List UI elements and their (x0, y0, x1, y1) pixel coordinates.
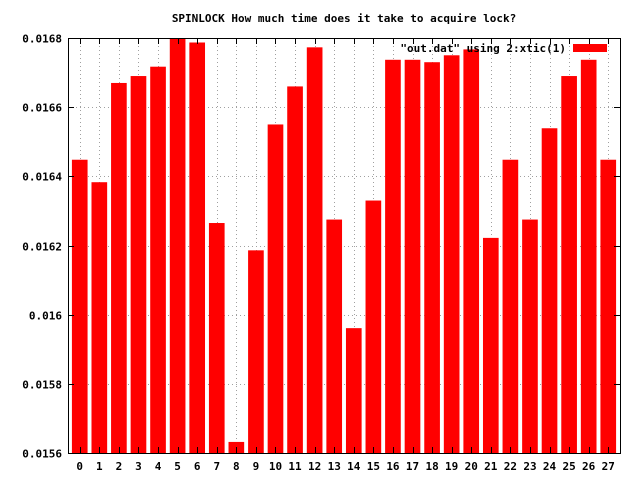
x-tick-label: 7 (213, 460, 220, 473)
x-tick-label: 3 (135, 460, 142, 473)
x-tick-label: 8 (233, 460, 240, 473)
x-tick-label: 4 (155, 460, 162, 473)
x-tick-label: 17 (406, 460, 419, 473)
y-tick-label: 0.0158 (22, 379, 62, 392)
legend-swatch (573, 44, 607, 52)
bar (522, 219, 538, 453)
x-tick-label: 19 (445, 460, 458, 473)
y-tick-label: 0.016 (29, 310, 62, 323)
x-tick-label: 11 (288, 460, 302, 473)
x-tick-label: 22 (504, 460, 517, 473)
x-tick-label: 27 (602, 460, 615, 473)
x-tick-label: 2 (116, 460, 123, 473)
chart-title: SPINLOCK How much time does it take to a… (172, 12, 516, 25)
x-tick-label: 10 (269, 460, 282, 473)
tick-marks (68, 38, 620, 454)
x-tick-label: 14 (347, 460, 361, 473)
bar (208, 223, 225, 453)
x-tick-label: 26 (582, 460, 596, 473)
x-tick-label: 0 (76, 460, 83, 473)
bar (248, 250, 264, 453)
bar (169, 38, 186, 453)
bar (443, 55, 460, 453)
x-tick-label: 13 (328, 460, 341, 473)
legend-label: "out.dat" using 2:xtic(1) (400, 42, 566, 55)
y-tick-label: 0.0166 (22, 102, 62, 115)
bar (306, 47, 323, 454)
x-tick-labels: 0 1 2 3 4 5 6 7 8 9 10 11 12 13 14 15 16 17 18 19 20 21 22 23 24… (76, 460, 614, 473)
x-tick-label: 21 (484, 460, 498, 473)
bar (561, 76, 577, 453)
bar (267, 124, 284, 454)
y-tick-label: 0.0162 (22, 241, 62, 254)
x-tick-label: 23 (523, 460, 536, 473)
bar (404, 59, 421, 453)
y-tick-label: 0.0164 (22, 171, 62, 184)
x-tick-label: 24 (543, 460, 557, 473)
x-tick-label: 1 (96, 460, 103, 473)
bar (326, 219, 343, 453)
bar (345, 328, 362, 453)
bar (482, 237, 499, 453)
bar (541, 128, 558, 453)
y-tick-label: 0.0168 (22, 33, 62, 46)
x-tick-label: 6 (194, 460, 201, 473)
bar (150, 66, 166, 453)
x-tick-label: 12 (308, 460, 321, 473)
legend: "out.dat" using 2:xtic(1) (400, 42, 607, 55)
bar (111, 82, 127, 454)
bar (91, 182, 108, 453)
x-tick-label: 16 (386, 460, 400, 473)
bar (287, 86, 303, 454)
bar (130, 76, 147, 453)
y-tick-label: 0.0156 (22, 448, 62, 461)
x-tick-label: 15 (367, 460, 380, 473)
bar (71, 159, 88, 454)
x-tick-label: 9 (253, 460, 260, 473)
x-tick-label: 20 (465, 460, 478, 473)
bar (502, 159, 519, 454)
bar (189, 42, 206, 453)
bar (600, 159, 617, 454)
bars (71, 38, 617, 454)
bar (580, 59, 597, 453)
bar (463, 49, 480, 453)
bar (424, 62, 440, 454)
x-tick-label: 5 (174, 460, 181, 473)
x-tick-label: 25 (562, 460, 575, 473)
x-tick-label: 18 (425, 460, 438, 473)
bar (365, 200, 382, 453)
y-tick-labels: 0.0156 0.0158 0.016 0.0162 0.0164 0.0166 0.016… (22, 33, 62, 461)
bar (385, 59, 401, 453)
